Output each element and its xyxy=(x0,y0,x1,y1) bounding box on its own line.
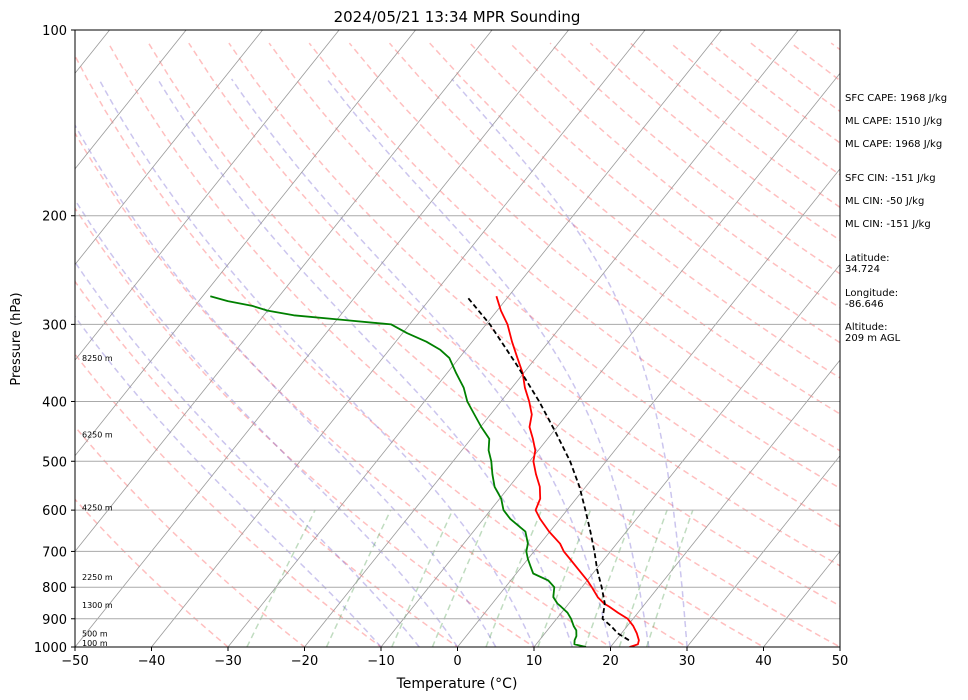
ml-cin-text: ML CIN: -151 J/kg xyxy=(845,219,931,230)
dry-adiabat-line xyxy=(228,42,840,567)
dry-adiabat-line xyxy=(75,352,383,647)
height-label: 1300 m xyxy=(82,601,113,610)
height-label: 4250 m xyxy=(82,503,113,512)
x-tick-label: −40 xyxy=(138,654,165,669)
x-tick-label: 0 xyxy=(453,654,461,669)
series-lines xyxy=(210,295,640,647)
x-axis-label: Temperature (°C) xyxy=(396,676,518,692)
x-tick-label: 30 xyxy=(679,654,696,669)
y-tick-label: 800 xyxy=(42,581,67,596)
dry-adiabat-line xyxy=(75,280,459,647)
x-tick-label: 50 xyxy=(832,654,849,669)
dewpoint-line xyxy=(210,295,587,647)
y-tick-label: 700 xyxy=(42,545,67,560)
dry-adiabat-line xyxy=(75,54,689,647)
grid-lines xyxy=(75,30,840,647)
dry-adiabat-line xyxy=(75,425,306,647)
dry-adiabat-line xyxy=(188,42,840,607)
dry-adiabat-line xyxy=(75,131,612,647)
x-tick-label: −30 xyxy=(214,654,241,669)
dry-adiabat-line xyxy=(952,43,968,660)
mixing-ratio-line xyxy=(485,509,543,647)
y-tick-label: 300 xyxy=(42,318,67,333)
y-tick-label: 600 xyxy=(42,504,67,519)
mixing-ratio-line xyxy=(246,509,316,647)
mixing-ratio-line xyxy=(325,509,392,647)
longitude-text: Longitude: -86.646 xyxy=(845,288,899,310)
x-tick-label: 10 xyxy=(526,654,543,669)
dry-adiabat-line xyxy=(509,42,840,309)
chart-title: 2024/05/21 13:34 MPR Sounding xyxy=(334,8,581,26)
moist-adiabat-line xyxy=(230,78,612,647)
isotherm-line xyxy=(227,30,722,647)
isotherm-line xyxy=(75,30,493,553)
x-tick-label: 20 xyxy=(602,654,619,669)
x-tick-label: −50 xyxy=(61,654,88,669)
dry-adiabat-line xyxy=(107,42,766,647)
y-tick-label: 200 xyxy=(42,210,67,225)
isotherm-line xyxy=(75,30,187,170)
dry-adiabat-line xyxy=(348,42,840,452)
isotherm-line xyxy=(75,30,340,361)
temperature-line xyxy=(495,295,640,647)
height-label: 100 m xyxy=(82,639,108,648)
ml-cape-text: ML CAPE: 1510 J/kg xyxy=(845,116,943,127)
moist-adiabat-line xyxy=(75,198,459,647)
moist-adiabat-line xyxy=(75,315,382,647)
isotherm-line xyxy=(380,72,840,647)
ml-cape-text: ML CAPE: 1968 J/kg xyxy=(845,139,943,150)
y-axis-label: Pressure (hPa) xyxy=(9,292,24,385)
isotherm-line xyxy=(151,30,646,647)
dry-adiabat-line xyxy=(147,42,840,647)
isotherm-line xyxy=(686,455,840,647)
height-label: 500 m xyxy=(82,629,108,638)
y-tick-label: 400 xyxy=(42,395,67,410)
height-label: 8250 m xyxy=(82,354,113,363)
isotherm-line xyxy=(304,30,799,647)
dry-adiabat-line xyxy=(790,42,840,82)
isotherm-line xyxy=(533,263,840,647)
dry-adiabat-line xyxy=(830,42,840,51)
x-tick-label: −10 xyxy=(367,654,394,669)
dry-adiabat-line xyxy=(429,42,840,379)
y-tick-label: 100 xyxy=(42,24,67,39)
isotherm-line xyxy=(75,30,569,647)
dry-adiabat-line xyxy=(710,42,840,144)
isotherm-line xyxy=(610,359,840,647)
moist-adiabat-line xyxy=(451,78,688,647)
moist-adiabat-line xyxy=(326,78,650,647)
latitude-text: Latitude: 34.724 xyxy=(845,253,890,275)
isotherm-line xyxy=(75,30,416,457)
y-tick-label: 1000 xyxy=(34,641,67,656)
moist-adiabat-line xyxy=(98,78,535,647)
dry-adiabat-line xyxy=(75,498,230,647)
plot-frame xyxy=(74,29,841,648)
dry-adiabat-line xyxy=(670,42,840,176)
parcel-path-line xyxy=(465,295,630,641)
y-tick-label: 900 xyxy=(42,613,67,628)
dry-adiabat-line xyxy=(912,43,968,660)
height-label: 6250 m xyxy=(82,430,113,439)
dry-adiabat-line xyxy=(388,42,840,415)
height-label: 2250 m xyxy=(82,573,113,582)
ml-cin-text: ML CIN: -50 J/kg xyxy=(845,196,925,207)
x-tick-label: 40 xyxy=(755,654,772,669)
isotherm-line xyxy=(457,168,840,647)
moist-adiabat-line xyxy=(75,260,420,647)
sfc-cape-text: SFC CAPE: 1968 J/kg xyxy=(845,93,948,104)
dry-adiabat-line xyxy=(871,43,968,660)
y-tick-label: 500 xyxy=(42,455,67,470)
dry-adiabat-line xyxy=(75,206,536,647)
dry-adiabat-line xyxy=(469,42,840,344)
sfc-cin-text: SFC CIN: -151 J/kg xyxy=(845,173,936,184)
dry-adiabat-line xyxy=(268,42,840,528)
dry-adiabat-line xyxy=(750,42,840,113)
x-tick-label: −20 xyxy=(291,654,318,669)
altitude-text: Altitude: 209 m AGL xyxy=(845,322,901,344)
isotherm-line xyxy=(75,30,263,266)
axis-ticks: −50 −40 −30 −20 −10 0 10 20 30 40 50 100 200 300 400 50… xyxy=(34,24,848,669)
